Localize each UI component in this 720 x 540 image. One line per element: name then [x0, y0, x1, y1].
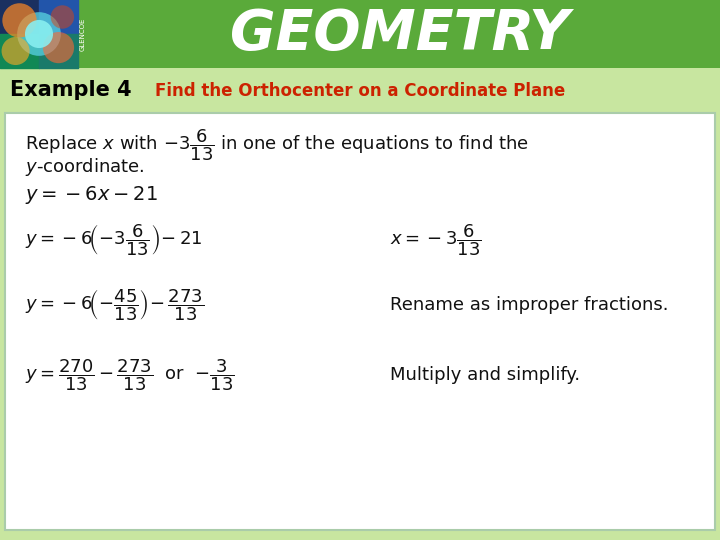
Text: $x = -3\dfrac{6}{13}$: $x = -3\dfrac{6}{13}$: [390, 222, 482, 258]
Text: $y = -6\!\left(-3\dfrac{6}{13}\right)\! - 21$: $y = -6\!\left(-3\dfrac{6}{13}\right)\! …: [25, 222, 202, 258]
Circle shape: [2, 3, 37, 38]
Bar: [0, 68, 720, 540]
Text: $y = -6\!\left(-\dfrac{45}{13}\right)\! - \dfrac{273}{13}$: $y = -6\!\left(-\dfrac{45}{13}\right)\! …: [25, 287, 204, 323]
Text: $y$-coordinate.: $y$-coordinate.: [25, 156, 145, 178]
Bar: [0, 68, 720, 113]
Circle shape: [1, 37, 30, 65]
Text: $y = -6x - 21$: $y = -6x - 21$: [25, 184, 158, 206]
Circle shape: [50, 5, 74, 29]
Text: GLENCOE: GLENCOE: [80, 17, 86, 51]
Text: $y = \dfrac{270}{13} - \dfrac{273}{13}$  or  $-\dfrac{3}{13}$: $y = \dfrac{270}{13} - \dfrac{273}{13}$ …: [25, 357, 235, 393]
Circle shape: [17, 12, 60, 56]
Text: GEOMETRY: GEOMETRY: [230, 7, 570, 61]
Text: Find the Orthocenter on a Coordinate Plane: Find the Orthocenter on a Coordinate Pla…: [155, 82, 565, 99]
Text: Rename as improper fractions.: Rename as improper fractions.: [390, 296, 668, 314]
Bar: [0, 0, 720, 68]
Bar: [5, 113, 715, 530]
Text: Example 4: Example 4: [10, 80, 132, 100]
Text: Multiply and simplify.: Multiply and simplify.: [390, 366, 580, 384]
Bar: [0, 0, 78, 68]
Text: Replace $x$ with $-3\dfrac{6}{13}$ in one of the equations to find the: Replace $x$ with $-3\dfrac{6}{13}$ in on…: [25, 127, 529, 163]
Circle shape: [25, 20, 53, 48]
Circle shape: [43, 32, 74, 63]
